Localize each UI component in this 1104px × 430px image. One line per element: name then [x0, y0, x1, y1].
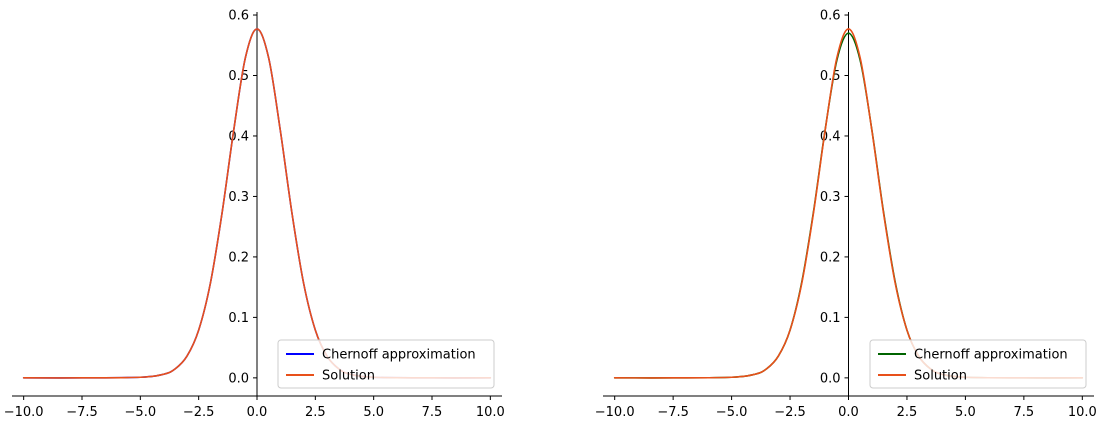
- legend: Chernoff approximation Solution: [277, 339, 495, 389]
- x-tick-label: −7.5: [66, 405, 98, 420]
- x-tick-label: 5.0: [955, 405, 976, 420]
- x-tick-label: 5.0: [363, 405, 384, 420]
- x-tick-label: −5.0: [125, 405, 157, 420]
- x-tick-label: −10.0: [4, 405, 44, 420]
- right-chart-panel: −10.0 −7.5 −5.0 −2.5 0.0 2.5 5.0 7.5 10.0 0.0 0.1 0…: [595, 9, 1097, 420]
- y-tick-label: 0.0: [820, 371, 841, 386]
- x-tick-label: 2.5: [305, 405, 326, 420]
- y-tick-label: 0.5: [228, 69, 249, 84]
- legend-label: Chernoff approximation: [322, 348, 476, 363]
- y-tick-label: 0.2: [228, 250, 249, 265]
- legend-box: [277, 339, 495, 389]
- y-tick-label: 0.3: [820, 190, 841, 205]
- x-tick-label: −5.0: [716, 405, 748, 420]
- legend: Chernoff approximation Solution: [869, 339, 1087, 389]
- x-tick-label: 7.5: [422, 405, 443, 420]
- legend-label: Chernoff approximation: [914, 348, 1068, 363]
- x-tick-label: 0.0: [838, 405, 859, 420]
- x-tick-label: 0.0: [247, 405, 268, 420]
- x-tick-label: 7.5: [1014, 405, 1035, 420]
- x-tick-label: 2.5: [897, 405, 918, 420]
- x-tick-label: −7.5: [657, 405, 689, 420]
- legend-label: Solution: [914, 369, 967, 384]
- y-tick-label: 0.6: [228, 9, 249, 24]
- y-tick-label: 0.5: [820, 69, 841, 84]
- x-tick-label: −2.5: [774, 405, 806, 420]
- x-tick-label: 10.0: [476, 405, 505, 420]
- y-tick-label: 0.2: [820, 250, 841, 265]
- legend-label: Solution: [322, 369, 375, 384]
- legend-box: [869, 339, 1087, 389]
- x-tick-label: −10.0: [595, 405, 635, 420]
- y-tick-label: 0.3: [228, 190, 249, 205]
- y-tick-label: 0.1: [228, 311, 249, 326]
- x-tick-label: −2.5: [183, 405, 215, 420]
- left-chart-panel: −10.0 −7.5 −5.0 −2.5 0.0 2.5 5.0 7.5 10.0 0.0 0.1 0…: [4, 9, 505, 420]
- y-tick-label: 0.0: [228, 371, 249, 386]
- y-tick-label: 0.1: [820, 311, 841, 326]
- x-tick-label: 10.0: [1068, 405, 1097, 420]
- y-tick-label: 0.6: [820, 9, 841, 24]
